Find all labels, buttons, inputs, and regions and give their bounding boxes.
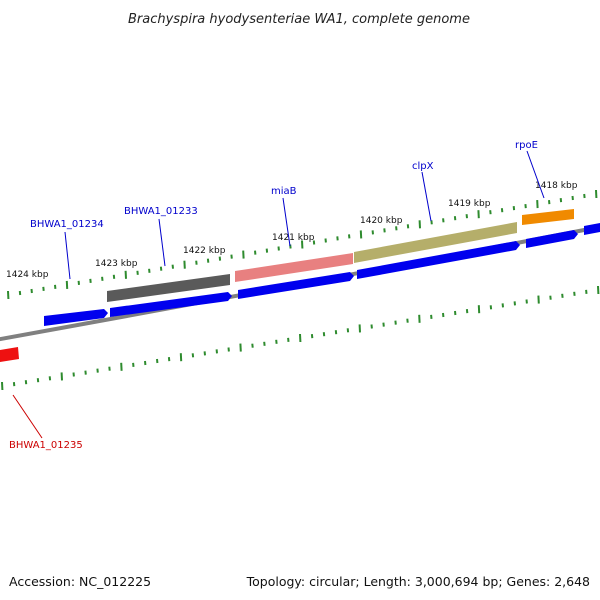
forward-cds-track — [44, 223, 600, 326]
leader-line — [526, 150, 545, 199]
label-leader-lines — [12, 150, 545, 439]
scale-label-1418: 1418 kbp — [535, 181, 578, 191]
leader-line — [158, 218, 166, 267]
accession-text: Accession: NC_012225 — [9, 574, 151, 589]
cds-arrow[interactable] — [238, 272, 354, 299]
scale-label-1420: 1420 kbp — [360, 216, 403, 226]
gene-BHWA1_01233[interactable] — [107, 274, 230, 302]
leader-line — [64, 231, 71, 280]
gene-rpoE[interactable] — [522, 209, 574, 225]
gene-BHWA1_01235[interactable] — [0, 347, 19, 362]
map-title: Brachyspira hyodysenteriae WA1, complete… — [128, 12, 470, 27]
scale-label-1421: 1421 kbp — [272, 233, 315, 243]
gene-label-BHWA1_01235[interactable]: BHWA1_01235 — [9, 440, 83, 451]
scale-label-1423: 1423 kbp — [95, 259, 138, 269]
leader-line — [421, 171, 432, 222]
gene-miaB[interactable] — [235, 253, 353, 282]
scale-ticks-inner — [1, 285, 600, 391]
cds-arrow[interactable] — [44, 309, 108, 326]
leader-line — [12, 394, 43, 439]
cds-arrow[interactable] — [110, 292, 232, 317]
gene-label-miaB[interactable]: miaB — [271, 186, 297, 197]
gene-label-rpoE[interactable]: rpoE — [515, 140, 538, 151]
scale-label-1424: 1424 kbp — [6, 270, 49, 280]
named-gene-track — [0, 209, 574, 362]
gene-labels: BHWA1_01234 BHWA1_01233 miaB clpX rpoE B… — [9, 140, 538, 451]
scale-label-1422: 1422 kbp — [183, 246, 226, 256]
genome-summary-text: Topology: circular; Length: 3,000,694 bp… — [246, 574, 590, 589]
gene-label-clpX[interactable]: clpX — [412, 161, 434, 172]
gene-label-BHWA1_01233[interactable]: BHWA1_01233 — [124, 206, 198, 217]
scale-label-1419: 1419 kbp — [448, 199, 491, 209]
cds-arrow[interactable] — [357, 241, 520, 279]
cds-arrow[interactable] — [584, 223, 600, 235]
scale-ticks-outer — [7, 189, 598, 300]
leader-line — [282, 197, 291, 247]
scale-labels: 1424 kbp 1423 kbp 1422 kbp 1421 kbp 1420… — [6, 181, 578, 280]
gene-clpX[interactable] — [354, 222, 517, 263]
gene-label-BHWA1_01234[interactable]: BHWA1_01234 — [30, 219, 104, 230]
cds-arrow[interactable] — [526, 230, 578, 248]
